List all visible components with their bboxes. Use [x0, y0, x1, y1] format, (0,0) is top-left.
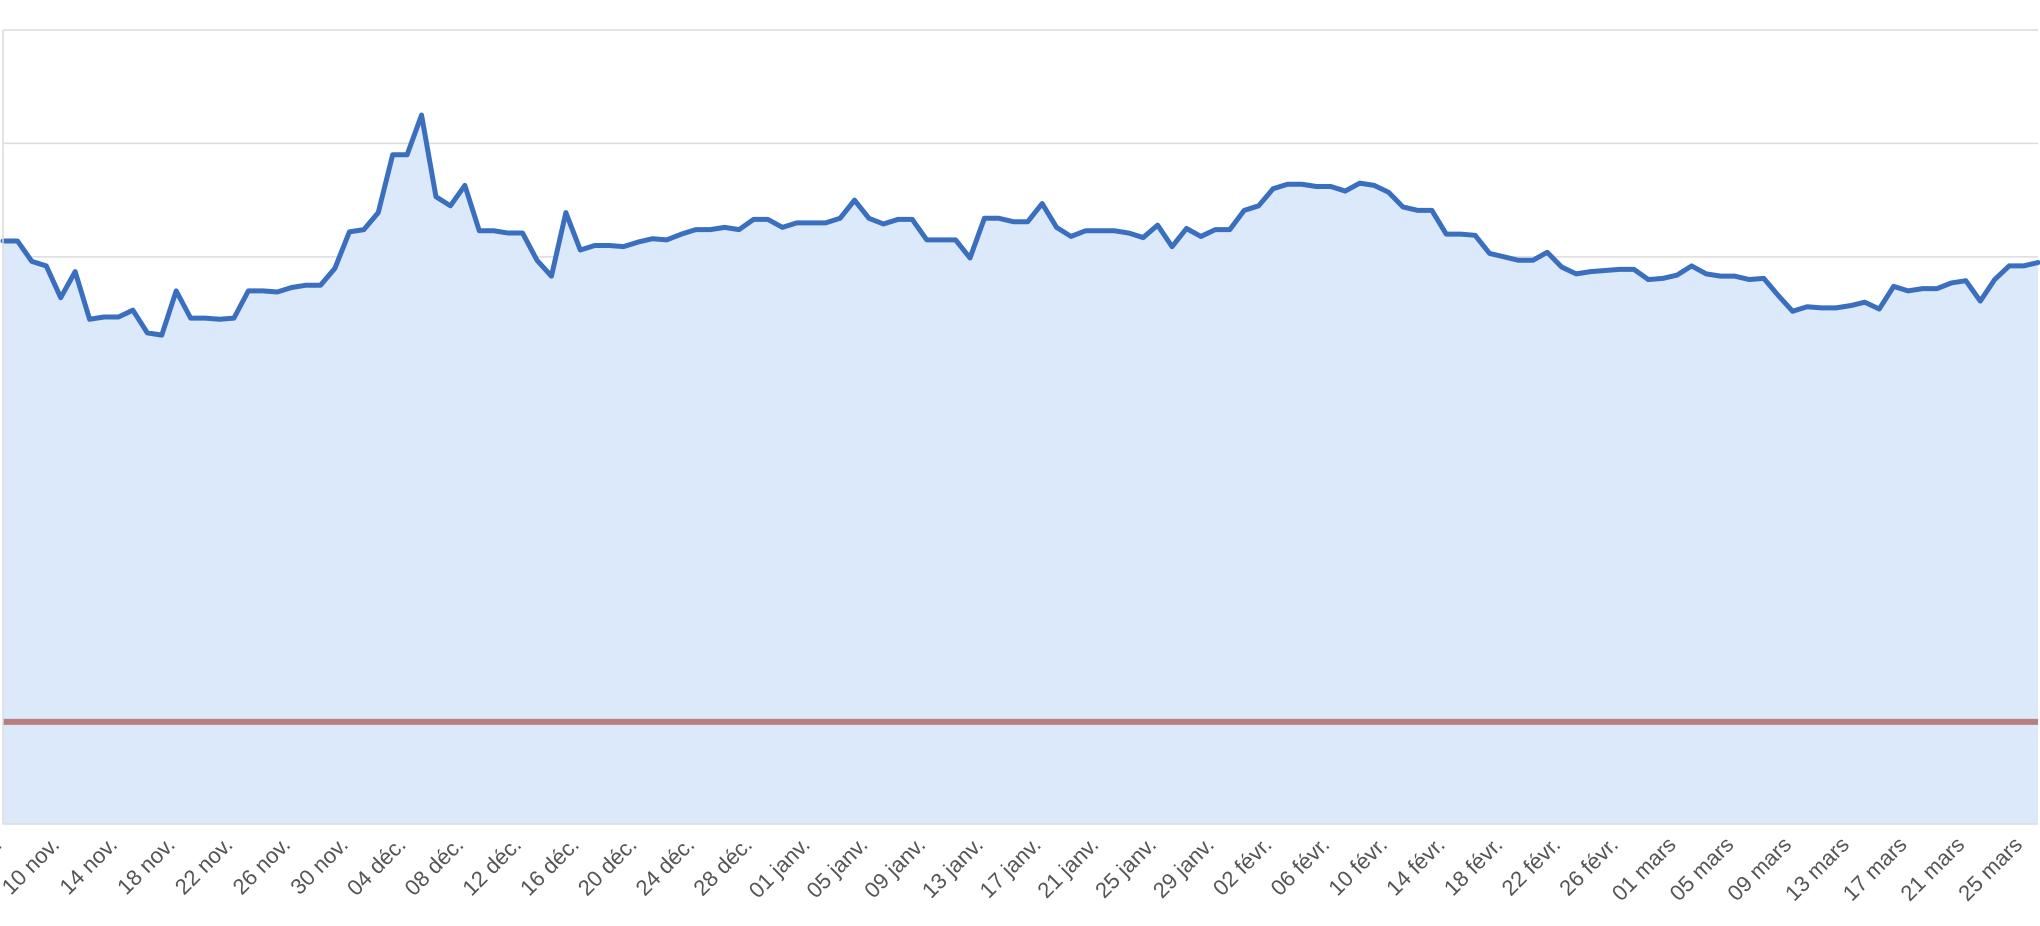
x-tick-label: 17 janv. — [975, 832, 1046, 903]
x-tick-label: 22 nov. — [170, 832, 238, 900]
x-tick-label: 20 déc. — [573, 832, 642, 901]
x-tick-label: 30 nov. — [285, 832, 353, 900]
x-tick-label: 10 nov. — [0, 832, 64, 900]
series-area — [3, 115, 2038, 824]
x-tick-label: 25 janv. — [1090, 832, 1161, 903]
x-tick-label: 12 déc. — [457, 832, 526, 901]
x-tick-label: 02 févr. — [1208, 832, 1277, 901]
x-tick-label: 18 nov. — [112, 832, 180, 900]
x-tick-label: 10 févr. — [1323, 832, 1392, 901]
x-tick-label: 17 mars — [1838, 832, 1912, 906]
x-tick-label: 25 mars — [1953, 832, 2027, 906]
series-line — [0, 112, 2040, 338]
x-tick-label: 04 déc. — [342, 832, 411, 901]
x-tick-label: 29 janv. — [1148, 832, 1219, 903]
x-tick-label: 18 févr. — [1439, 832, 1508, 901]
x-tick-label: 09 janv. — [859, 832, 930, 903]
x-tick-label: 16 déc. — [515, 832, 584, 901]
x-tick-label: 05 janv. — [801, 832, 872, 903]
line-layer — [0, 112, 2040, 338]
x-tick-label: 13 janv. — [917, 832, 988, 903]
x-tick-label: 26 nov. — [228, 832, 296, 900]
x-tick-label: 05 mars — [1665, 832, 1739, 906]
x-tick-label: 21 janv. — [1032, 832, 1103, 903]
x-tick-label: 13 mars — [1780, 832, 1854, 906]
x-tick-label: 01 janv. — [744, 832, 815, 903]
x-tick-label: 08 déc. — [400, 832, 469, 901]
x-tick-label: 22 févr. — [1497, 832, 1566, 901]
x-tick-label: 28 déc. — [688, 832, 757, 901]
x-tick-label: 01 mars — [1607, 832, 1681, 906]
x-tick-label: 06 févr. — [1266, 832, 1335, 901]
x-tick-label: 09 mars — [1722, 832, 1796, 906]
x-tick-label: 24 déc. — [631, 832, 700, 901]
x-tick-label: 14 févr. — [1381, 832, 1450, 901]
x-tick-label: 21 mars — [1895, 832, 1969, 906]
area-layer — [3, 115, 2038, 824]
x-tick-label: 14 nov. — [54, 832, 122, 900]
axis-layer — [2, 30, 2038, 825]
tick-layer: 06 nov.10 nov.14 nov.18 nov.22 nov.26 no… — [0, 832, 2027, 906]
